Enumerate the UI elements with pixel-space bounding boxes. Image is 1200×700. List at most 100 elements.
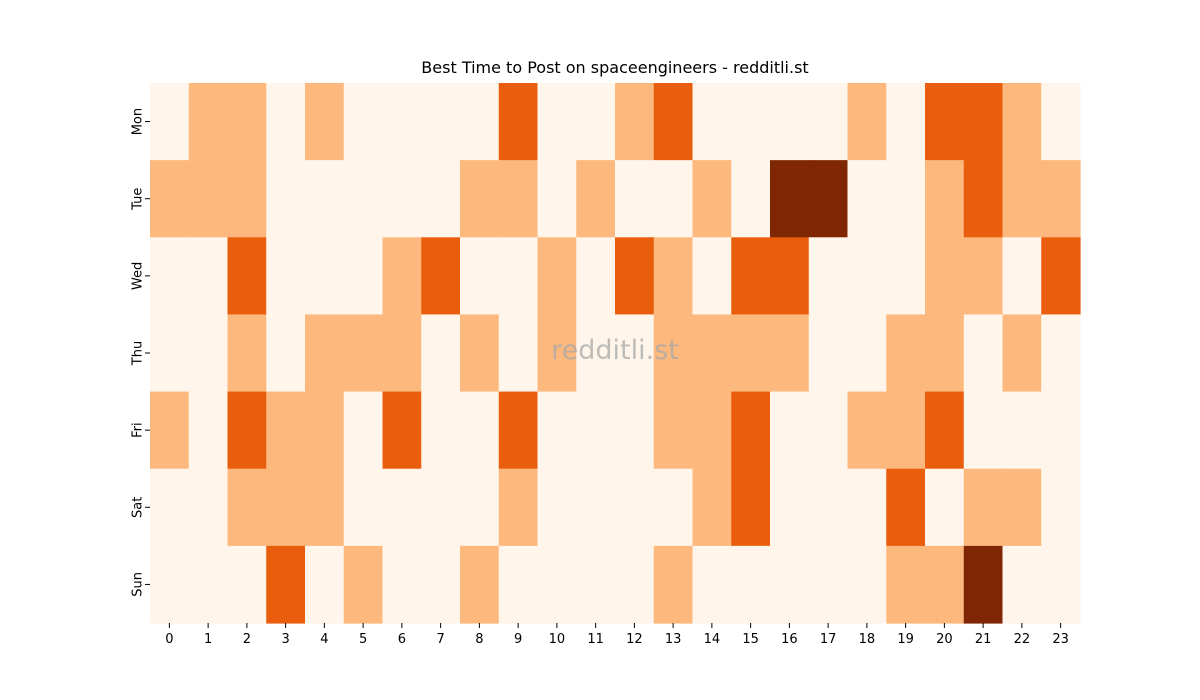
heatmap-cell-thu-1: [188, 314, 229, 393]
heatmap-cell-wed-15: [731, 237, 771, 316]
heatmap-cell-thu-11: [576, 314, 616, 393]
chart-title: Best Time to Post on spaceengineers - re…: [421, 58, 809, 77]
x-tick-label: 13: [665, 632, 682, 647]
x-tick-label: 15: [742, 632, 759, 647]
heatmap-cell-sun-20: [925, 545, 965, 624]
heatmap-cell-sat-13: [653, 468, 694, 547]
y-tick-label: Fri: [131, 422, 146, 438]
heatmap-cell-tue-9: [498, 160, 539, 238]
heatmap-cell-fri-12: [615, 391, 655, 470]
heatmap-cell-wed-19: [886, 237, 926, 316]
heatmap-cell-sun-22: [1002, 545, 1042, 624]
heatmap-cell-fri-20: [925, 391, 965, 470]
heatmap-cell-fri-7: [421, 391, 461, 470]
x-tick-label: 4: [320, 632, 328, 647]
heatmap-cell-thu-10: [537, 314, 577, 393]
heatmap-cell-fri-0: [150, 391, 190, 470]
heatmap-cell-wed-4: [305, 237, 345, 316]
heatmap-cell-mon-6: [382, 83, 422, 161]
heatmap-cell-sat-21: [963, 468, 1004, 547]
x-tick-label: 0: [165, 632, 173, 647]
heatmap-cell-sun-23: [1041, 545, 1081, 624]
heatmap-cell-fri-9: [498, 391, 539, 470]
heatmap-cell-mon-2: [227, 83, 267, 161]
heatmap-cell-sat-9: [498, 468, 539, 547]
heatmap-cell-mon-20: [925, 83, 965, 161]
heatmap-cell-wed-18: [847, 237, 887, 316]
heatmap-cell-tue-17: [808, 160, 849, 238]
heatmap-cell-thu-4: [305, 314, 345, 393]
heatmap-cell-wed-12: [615, 237, 655, 316]
heatmap-cell-mon-16: [770, 83, 810, 161]
x-tick-label: 6: [398, 632, 406, 647]
heatmap-cell-sat-18: [847, 468, 887, 547]
heatmap-cell-sun-16: [770, 545, 810, 624]
heatmap-cell-sun-3: [266, 545, 306, 624]
heatmap-cell-fri-18: [847, 391, 887, 470]
heatmap-cell-sun-4: [305, 545, 345, 624]
x-axis: 0 1 2 3 4 5 6 7 8 9 10 11 12 13 14 15 16 17 18 19 20 21 22 23: [165, 623, 1069, 647]
heatmap-cell-tue-15: [731, 160, 771, 238]
x-tick-label: 14: [704, 632, 721, 647]
x-tick-label: 12: [626, 632, 643, 647]
heatmap-cell-sat-2: [227, 468, 267, 547]
x-tick-label: 8: [475, 632, 483, 647]
heatmap-cell-mon-18: [847, 83, 887, 161]
heatmap-cell-sat-5: [343, 468, 384, 547]
heatmap-cell-sun-2: [227, 545, 267, 624]
x-tick-label: 7: [436, 632, 444, 647]
heatmap-cell-sat-16: [770, 468, 810, 547]
heatmap-cell-tue-10: [537, 160, 577, 238]
x-tick-label: 18: [859, 632, 876, 647]
heatmap-cell-fri-23: [1041, 391, 1081, 470]
heatmap-cell-thu-0: [150, 314, 190, 393]
heatmap-cell-thu-6: [382, 314, 422, 393]
x-tick-label: 20: [936, 632, 953, 647]
heatmap-cell-tue-4: [305, 160, 345, 238]
heatmap-cell-tue-22: [1002, 160, 1042, 238]
heatmap-cell-fri-3: [266, 391, 306, 470]
y-tick-label: Sat: [131, 497, 146, 518]
heatmap-cell-mon-15: [731, 83, 771, 161]
heatmap-cell-mon-4: [305, 83, 345, 161]
heatmap-cell-wed-2: [227, 237, 267, 316]
heatmap-cell-tue-12: [615, 160, 655, 238]
heatmap-cell-mon-12: [615, 83, 655, 161]
heatmap-cell-thu-5: [343, 314, 384, 393]
heatmap-cell-tue-5: [343, 160, 384, 238]
heatmap-cell-fri-22: [1002, 391, 1042, 470]
heatmap-cell-mon-10: [537, 83, 577, 161]
heatmap-cell-mon-9: [498, 83, 539, 161]
heatmap-cell-mon-7: [421, 83, 461, 161]
heatmap-cell-thu-19: [886, 314, 926, 393]
heatmap-cell-sat-1: [188, 468, 229, 547]
heatmap-cell-fri-19: [886, 391, 926, 470]
heatmap-cell-thu-18: [847, 314, 887, 393]
heatmap-cell-sun-10: [537, 545, 577, 624]
heatmap-cell-wed-21: [963, 237, 1004, 316]
heatmap-cell-sun-6: [382, 545, 422, 624]
heatmap-cell-sat-11: [576, 468, 616, 547]
heatmap-cell-sat-23: [1041, 468, 1081, 547]
heatmap-cell-sun-8: [460, 545, 500, 624]
heatmap-cell-sat-22: [1002, 468, 1042, 547]
heatmap-cell-thu-20: [925, 314, 965, 393]
heatmap-cell-sat-0: [150, 468, 190, 547]
heatmap-cell-thu-15: [731, 314, 771, 393]
heatmap-cell-wed-3: [266, 237, 306, 316]
x-tick-label: 2: [243, 632, 251, 647]
heatmap-cell-sat-14: [692, 468, 732, 547]
heatmap-cell-thu-23: [1041, 314, 1081, 393]
x-tick-label: 3: [281, 632, 289, 647]
heatmap-cell-tue-19: [886, 160, 926, 238]
heatmap-cell-tue-21: [963, 160, 1004, 238]
heatmap-cell-sun-21: [963, 545, 1004, 624]
heatmap-cell-wed-8: [460, 237, 500, 316]
heatmap-cell-thu-8: [460, 314, 500, 393]
heatmap-cell-sun-9: [498, 545, 539, 624]
heatmap-cell-thu-2: [227, 314, 267, 393]
heatmap-cell-fri-2: [227, 391, 267, 470]
heatmap-cell-sun-0: [150, 545, 190, 624]
heatmap-cell-thu-14: [692, 314, 732, 393]
